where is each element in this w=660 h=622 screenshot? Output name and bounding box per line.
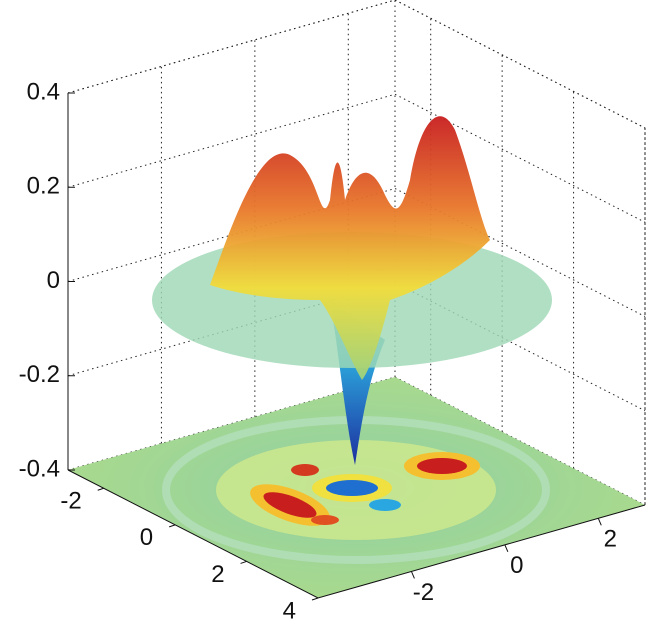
surface-peaks [210,116,490,380]
x-tick [97,487,104,491]
x-tick-label: 2 [211,561,224,588]
x-tick [168,524,176,528]
y-tick-label: 0 [510,552,523,579]
axes: -0.4 -0.2 0 0.2 0.4 -2 0 2 -2 0 2 4 [19,78,646,622]
y-tick [597,518,602,526]
y-tick-label: -2 [413,579,434,606]
back-walls [67,0,646,506]
y-tick [504,544,509,553]
x-tick-label: -2 [60,488,81,515]
grid-line [67,0,646,129]
floor-axes [67,469,646,599]
z-tick-label: 0.4 [27,78,60,105]
blob [326,480,378,496]
blob [369,499,401,511]
surface [152,116,552,465]
z-tick-label: -0.4 [19,455,60,482]
x-tick [311,597,319,601]
blob [291,464,319,476]
blob [417,458,467,474]
y-tick [410,571,415,579]
x-tick-label: 4 [283,597,296,622]
x-tick-label: 0 [140,524,153,551]
blob [263,492,317,518]
z-tick-label: -0.2 [19,361,60,388]
x-tick [240,560,247,564]
floor-contour [68,377,645,598]
blob [311,515,339,525]
y-tick-label: 2 [604,526,617,553]
z-tick-label: 0.2 [27,173,60,200]
z-tick-label: 0 [47,267,60,294]
